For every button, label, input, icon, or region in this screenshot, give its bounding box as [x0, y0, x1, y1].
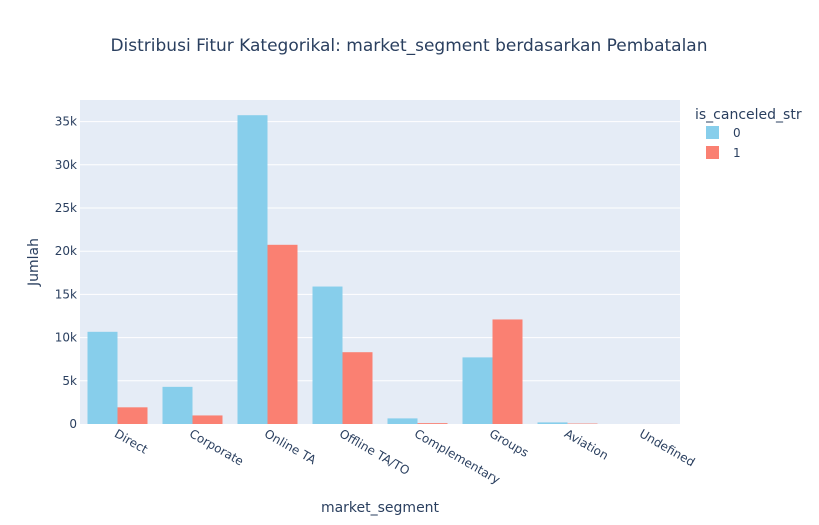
x-tick-label: Offline TA/TO	[337, 426, 412, 477]
legend-label-1[interactable]: 1	[733, 146, 741, 160]
legend-label-0[interactable]: 0	[733, 126, 741, 140]
bar-groups-0[interactable]	[462, 357, 493, 424]
bars	[87, 115, 673, 425]
legend-swatch-0[interactable]	[706, 126, 719, 139]
x-axis-ticks: Direct Corporate Online TA Offline TA/TO Com…	[112, 426, 697, 486]
y-tick-label: 20k	[55, 244, 77, 258]
y-tick-label: 15k	[55, 287, 77, 301]
bar-aviation-0[interactable]	[537, 422, 568, 424]
plot-area	[80, 100, 680, 424]
bar-complementary-1[interactable]	[417, 423, 448, 424]
bar-online-ta-1[interactable]	[267, 244, 298, 424]
gridlines	[80, 121, 680, 382]
bar-corporate-0[interactable]	[162, 386, 193, 424]
legend[interactable]: is_canceled_str 0 1	[695, 107, 802, 160]
y-tick-label: 30k	[55, 158, 77, 172]
x-tick-label: Direct	[112, 426, 150, 456]
y-axis-ticks: 0 5k 10k 15k 20k 25k 30k 35k	[55, 115, 77, 431]
y-tick-label: 0	[69, 417, 77, 431]
x-tick-label: Aviation	[562, 426, 611, 462]
y-tick-label: 25k	[55, 201, 77, 215]
bar-corporate-1[interactable]	[192, 415, 223, 424]
bar-offline-ta-to-1[interactable]	[342, 352, 373, 424]
chart-title: Distribusi Fitur Kategorikal: market_seg…	[110, 36, 707, 56]
legend-swatch-1[interactable]	[706, 146, 719, 159]
x-tick-label: Groups	[487, 426, 531, 460]
x-tick-label: Online TA	[262, 426, 319, 467]
y-axis-title: Jumlah	[26, 238, 42, 287]
x-tick-label: Corporate	[187, 426, 246, 468]
bar-online-ta-0[interactable]	[237, 115, 268, 425]
bar-direct-0[interactable]	[87, 331, 118, 424]
bar-direct-1[interactable]	[117, 407, 148, 424]
y-tick-label: 5k	[62, 374, 77, 388]
bar-complementary-0[interactable]	[387, 418, 418, 424]
y-tick-label: 10k	[55, 331, 77, 345]
y-tick-label: 35k	[55, 115, 77, 129]
x-tick-label: Undefined	[637, 426, 697, 469]
bar-offline-ta-to-0[interactable]	[312, 286, 343, 424]
x-axis-title: market_segment	[321, 500, 440, 516]
legend-title: is_canceled_str	[695, 107, 802, 123]
bar-groups-1[interactable]	[492, 319, 523, 424]
